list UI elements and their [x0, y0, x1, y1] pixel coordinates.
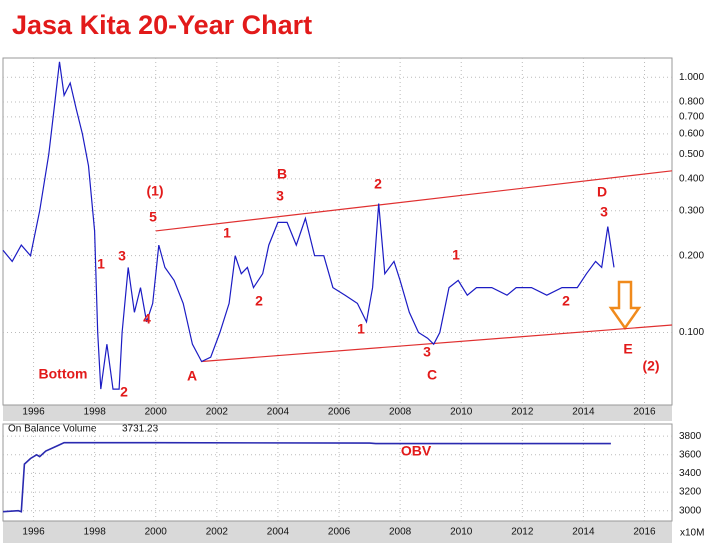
annotation: (2) — [642, 358, 659, 374]
x-tick-label: 2016 — [633, 527, 656, 538]
x-tick-label: 2004 — [267, 407, 290, 418]
y-tick-label: 0.600 — [679, 129, 704, 140]
y-tick-label: 0.100 — [679, 327, 704, 338]
annotation: 3 — [118, 248, 126, 264]
x-tick-label: 1998 — [84, 407, 107, 418]
annotation: 1 — [452, 247, 460, 263]
annotation: E — [623, 341, 632, 357]
annotation: 4 — [143, 311, 151, 327]
annotation: 2 — [255, 293, 263, 309]
x-tick-label: 2000 — [145, 527, 168, 538]
annotation: 2 — [562, 293, 570, 309]
x-tick-label: 2006 — [328, 527, 351, 538]
x-tick-label: 2010 — [450, 407, 473, 418]
y-tick-label: 3800 — [679, 431, 702, 442]
price-line — [2, 441, 611, 513]
x-tick-label: 2000 — [145, 407, 168, 418]
annotation: 3 — [276, 188, 284, 204]
y-tick-label: 0.800 — [679, 97, 704, 108]
y-tick-label: 3600 — [679, 449, 702, 460]
y-tick-label: 3400 — [679, 468, 702, 479]
trendline — [201, 324, 673, 363]
annotation: 3 — [600, 204, 608, 220]
price-line — [2, 61, 615, 390]
x-tick-label: 1996 — [22, 407, 45, 418]
unit-label: x10M — [680, 528, 704, 539]
x-tick-label: 2014 — [572, 407, 595, 418]
x-tick-label: 2016 — [633, 407, 656, 418]
plot-frame — [2, 423, 673, 522]
annotation: C — [427, 367, 437, 383]
x-tick-label: 2010 — [450, 527, 473, 538]
x-tick-label: 2002 — [206, 407, 229, 418]
annotation: OBV — [401, 443, 432, 459]
x-tick-label: 2014 — [572, 527, 595, 538]
y-tick-label: 0.500 — [679, 149, 704, 160]
annotation: Bottom — [39, 366, 88, 382]
x-tick-label: 2004 — [267, 527, 290, 538]
annotation: 2 — [374, 176, 382, 192]
y-tick-label: 3200 — [679, 487, 702, 498]
x-axis-band — [3, 405, 672, 421]
annotation: 1 — [97, 256, 105, 272]
arrow — [608, 280, 642, 331]
annotation: D — [597, 184, 607, 200]
annotation: 1 — [223, 225, 231, 241]
annotation: 1 — [357, 321, 365, 337]
trendline — [155, 170, 673, 232]
x-tick-label: 1998 — [84, 527, 107, 538]
annotation: (1) — [146, 183, 163, 199]
y-tick-label: 0.300 — [679, 205, 704, 216]
x-tick-label: 2002 — [206, 527, 229, 538]
x-axis-band — [3, 521, 672, 543]
y-tick-label: 0.400 — [679, 173, 704, 184]
y-tick-label: 0.700 — [679, 111, 704, 122]
annotation: 2 — [120, 384, 128, 400]
annotation: A — [187, 368, 197, 384]
annotation: B — [277, 166, 287, 182]
y-tick-label: 0.200 — [679, 250, 704, 261]
x-tick-label: 2006 — [328, 407, 351, 418]
current-value: 3731.23 — [122, 424, 159, 435]
y-tick-label: 3000 — [679, 505, 702, 516]
x-tick-label: 2012 — [511, 407, 534, 418]
x-tick-label: 1996 — [22, 527, 45, 538]
annotation: 5 — [149, 209, 157, 225]
y-tick-label: 1.000 — [679, 72, 704, 83]
x-tick-label: 2008 — [389, 527, 412, 538]
panel-title: On Balance Volume — [8, 424, 97, 435]
x-tick-label: 2012 — [511, 527, 534, 538]
annotation: 3 — [423, 344, 431, 360]
x-tick-label: 2008 — [389, 407, 412, 418]
chart-title: Jasa Kita 20-Year Chart — [12, 10, 312, 40]
plot-frame — [2, 57, 673, 406]
